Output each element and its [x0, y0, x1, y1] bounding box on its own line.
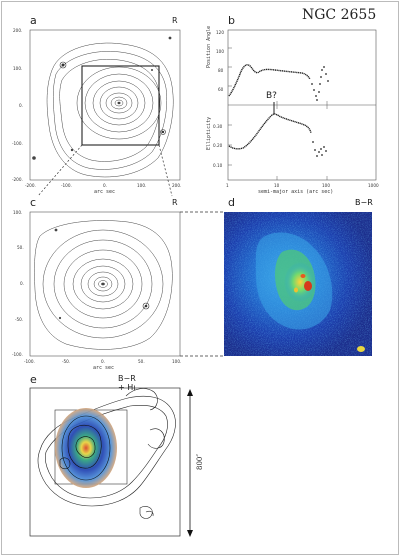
panel-c-label: c	[30, 196, 37, 209]
panel-b-ytick: 0.20	[213, 143, 223, 148]
panel-c-xtick: 100.	[172, 359, 182, 364]
panel-c-ytick: 100.	[13, 210, 23, 215]
panel-b-xtick: 100	[322, 183, 330, 188]
scale-bar-label: 800″	[196, 454, 204, 470]
figure-title: NGC 2655	[302, 7, 377, 23]
panel-b-xtick: 10	[274, 183, 280, 188]
panel-c-xtick: 50.	[138, 359, 145, 364]
panel-a-xlabel: arc sec	[94, 189, 116, 195]
panel-d-label: d	[228, 196, 235, 209]
panel-c-xtick: 0.	[101, 359, 105, 364]
panel-a-ytick: -100.	[12, 141, 23, 146]
panel-a-band: R	[172, 16, 178, 25]
panel-b-xtick: 1000	[368, 183, 379, 188]
panel-b-annotation: B?	[266, 91, 277, 101]
panel-c-ytick: 50.	[17, 245, 24, 250]
panel-b-ytick: 120	[216, 30, 224, 35]
panel-a-xtick: 200.	[172, 183, 182, 188]
panel-c-ytick: -50.	[15, 317, 24, 322]
panel-b-ytick: 100	[216, 49, 224, 54]
panel-a-xtick: 100.	[137, 183, 147, 188]
panel-a-ytick: 200.	[13, 28, 23, 33]
panel-b-xlabel: semi-major axis (arc sec)	[258, 189, 334, 195]
panel-a-label: a	[30, 14, 37, 27]
panel-c-ytick: 0.	[20, 281, 24, 286]
panel-a-xtick: -100.	[61, 183, 72, 188]
panel-b-label: b	[228, 14, 235, 27]
panel-b-xtick: 1	[226, 183, 229, 188]
panel-b-ytick: 80	[218, 68, 224, 73]
panel-a-xtick: -200.	[25, 183, 36, 188]
panel-b-ytick: 0.10	[213, 163, 223, 168]
panel-c-ytick: -100.	[12, 352, 23, 357]
panel-e-label: e	[30, 373, 37, 386]
panel-a-ytick: -200.	[12, 177, 23, 182]
panel-a-ytick: 0.	[19, 103, 23, 108]
panel-c-xlabel: arc sec	[93, 365, 115, 371]
panel-c-band: R	[172, 198, 178, 207]
panel-c-xtick: -100.	[24, 359, 35, 364]
panel-b-ytick: 60	[218, 87, 224, 92]
panel-a-xtick: 0.	[103, 183, 107, 188]
panel-a-ytick: 100.	[13, 66, 23, 71]
panel-b-ytick: 0.30	[213, 124, 223, 129]
panel-e-band: B−R + Hı	[118, 374, 136, 392]
panel-d-band: B−R	[355, 198, 373, 207]
panel-c-xtick: -50.	[62, 359, 71, 364]
